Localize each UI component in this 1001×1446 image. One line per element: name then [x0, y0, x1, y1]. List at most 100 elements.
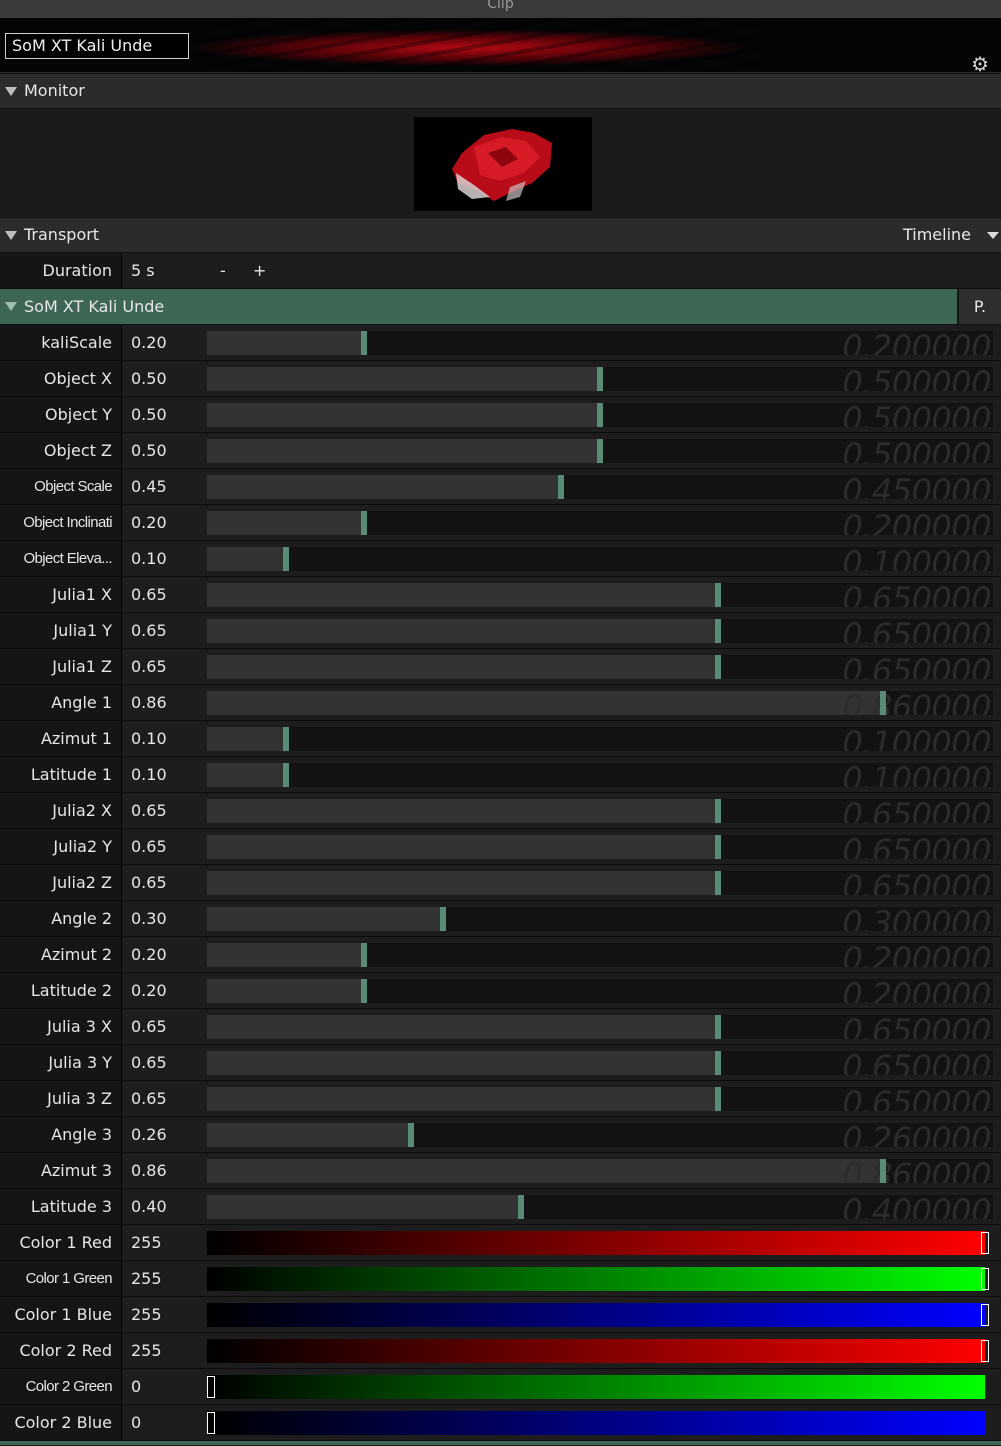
param-slider-handle[interactable]: [361, 943, 368, 967]
param-value[interactable]: 0.65: [131, 837, 167, 856]
param-value[interactable]: 0.40: [131, 1197, 167, 1216]
duration-value[interactable]: 5 s: [131, 261, 155, 280]
param-value[interactable]: 0.65: [131, 657, 167, 676]
param-slider[interactable]: 0.200000: [207, 331, 993, 355]
gear-icon[interactable]: ⚙: [971, 52, 989, 73]
param-value[interactable]: 0.30: [131, 909, 167, 928]
param-slider-handle[interactable]: [714, 1087, 721, 1111]
param-value[interactable]: 0.10: [131, 729, 167, 748]
param-slider[interactable]: 0.650000: [207, 655, 993, 679]
color-param-value[interactable]: 255: [131, 1269, 162, 1288]
color-gradient-slider[interactable]: [207, 1267, 989, 1291]
param-slider-handle[interactable]: [597, 439, 603, 463]
param-slider[interactable]: 0.650000: [207, 1087, 993, 1111]
param-slider-handle[interactable]: [714, 1015, 721, 1039]
param-slider-handle[interactable]: [361, 331, 368, 355]
param-slider[interactable]: 0.650000: [207, 799, 993, 823]
param-value[interactable]: 0.86: [131, 693, 167, 712]
param-slider[interactable]: 0.650000: [207, 619, 993, 643]
param-slider[interactable]: 0.500000: [207, 367, 993, 391]
param-value[interactable]: 0.50: [131, 441, 167, 460]
color-param-value[interactable]: 255: [131, 1305, 162, 1324]
param-slider[interactable]: 0.650000: [207, 1051, 993, 1075]
param-slider-handle[interactable]: [282, 763, 289, 787]
duration-minus-button[interactable]: -: [220, 261, 226, 280]
color-slider-handle[interactable]: [207, 1376, 215, 1398]
color-param-value[interactable]: 0: [131, 1413, 142, 1432]
param-slider-handle[interactable]: [408, 1123, 415, 1147]
monitor-section-header[interactable]: Monitor: [0, 73, 1001, 109]
color-slider-handle[interactable]: [981, 1232, 989, 1254]
param-slider-handle[interactable]: [714, 619, 721, 643]
param-slider-handle[interactable]: [714, 799, 721, 823]
param-value[interactable]: 0.65: [131, 1089, 167, 1108]
param-slider[interactable]: 0.100000: [207, 763, 993, 787]
param-value[interactable]: 0.65: [131, 585, 167, 604]
param-slider-handle[interactable]: [361, 979, 368, 1003]
param-value[interactable]: 0.20: [131, 981, 167, 1000]
param-slider-handle[interactable]: [518, 1195, 525, 1219]
param-slider[interactable]: 0.100000: [207, 547, 993, 571]
color-gradient-slider[interactable]: [207, 1303, 989, 1327]
param-slider[interactable]: 0.100000: [207, 727, 993, 751]
param-slider[interactable]: 0.650000: [207, 1015, 993, 1039]
param-slider-handle[interactable]: [879, 1159, 886, 1183]
color-slider-handle[interactable]: [207, 1412, 215, 1434]
param-slider-handle[interactable]: [597, 403, 603, 427]
param-slider[interactable]: 0.650000: [207, 835, 993, 859]
param-slider-handle[interactable]: [597, 367, 603, 391]
timeline-mode-select[interactable]: Timeline: [902, 225, 971, 244]
param-slider[interactable]: 0.500000: [207, 439, 993, 463]
duration-plus-button[interactable]: +: [252, 261, 267, 280]
param-slider-handle[interactable]: [714, 1051, 721, 1075]
param-slider-handle[interactable]: [714, 871, 721, 895]
color-param-value[interactable]: 255: [131, 1341, 162, 1360]
param-value[interactable]: 0.65: [131, 1017, 167, 1036]
param-slider[interactable]: 0.200000: [207, 979, 993, 1003]
param-value[interactable]: 0.10: [131, 765, 167, 784]
transport-section-header[interactable]: Transport Timeline: [0, 217, 1001, 253]
param-slider[interactable]: 0.450000: [207, 475, 993, 499]
param-slider-handle[interactable]: [282, 547, 289, 571]
param-slider[interactable]: 0.860000: [207, 691, 993, 715]
param-value[interactable]: 0.65: [131, 1053, 167, 1072]
param-slider-handle[interactable]: [282, 727, 289, 751]
param-value[interactable]: 0.10: [131, 549, 167, 568]
param-value[interactable]: 0.50: [131, 369, 167, 388]
param-value[interactable]: 0.26: [131, 1125, 167, 1144]
param-slider-handle[interactable]: [439, 907, 446, 931]
param-slider[interactable]: 0.200000: [207, 943, 993, 967]
param-slider[interactable]: 0.500000: [207, 403, 993, 427]
color-gradient-slider[interactable]: [207, 1375, 985, 1399]
param-value[interactable]: 0.65: [131, 621, 167, 640]
param-slider-handle[interactable]: [361, 511, 368, 535]
param-value[interactable]: 0.65: [131, 801, 167, 820]
param-value[interactable]: 0.20: [131, 945, 167, 964]
param-slider[interactable]: 0.650000: [207, 871, 993, 895]
color-gradient-slider[interactable]: [207, 1231, 989, 1255]
param-slider[interactable]: 0.860000: [207, 1159, 993, 1183]
param-menu-button[interactable]: P.: [957, 289, 1001, 324]
color-slider-handle[interactable]: [981, 1304, 989, 1326]
color-slider-handle[interactable]: [981, 1340, 989, 1362]
color-param-value[interactable]: 0: [131, 1377, 142, 1396]
param-value[interactable]: 0.45: [131, 477, 167, 496]
param-value[interactable]: 0.65: [131, 873, 167, 892]
param-slider-handle[interactable]: [714, 583, 721, 607]
param-slider-handle[interactable]: [714, 655, 721, 679]
param-value[interactable]: 0.20: [131, 513, 167, 532]
param-value[interactable]: 0.20: [131, 333, 167, 352]
chevron-down-icon[interactable]: [987, 232, 999, 239]
param-value[interactable]: 0.86: [131, 1161, 167, 1180]
param-slider[interactable]: 0.260000: [207, 1123, 993, 1147]
triangle-down-icon[interactable]: [5, 302, 17, 311]
param-slider[interactable]: 0.300000: [207, 907, 993, 931]
triangle-down-icon[interactable]: [5, 87, 17, 96]
param-slider[interactable]: 0.400000: [207, 1195, 993, 1219]
clip-name-field[interactable]: SoM XT Kali Unde: [5, 33, 189, 59]
param-slider-handle[interactable]: [557, 475, 564, 499]
triangle-down-icon[interactable]: [5, 231, 17, 240]
param-slider[interactable]: 0.200000: [207, 511, 993, 535]
param-value[interactable]: 0.50: [131, 405, 167, 424]
layer-header[interactable]: SoM XT Kali Unde P.: [0, 289, 1001, 325]
